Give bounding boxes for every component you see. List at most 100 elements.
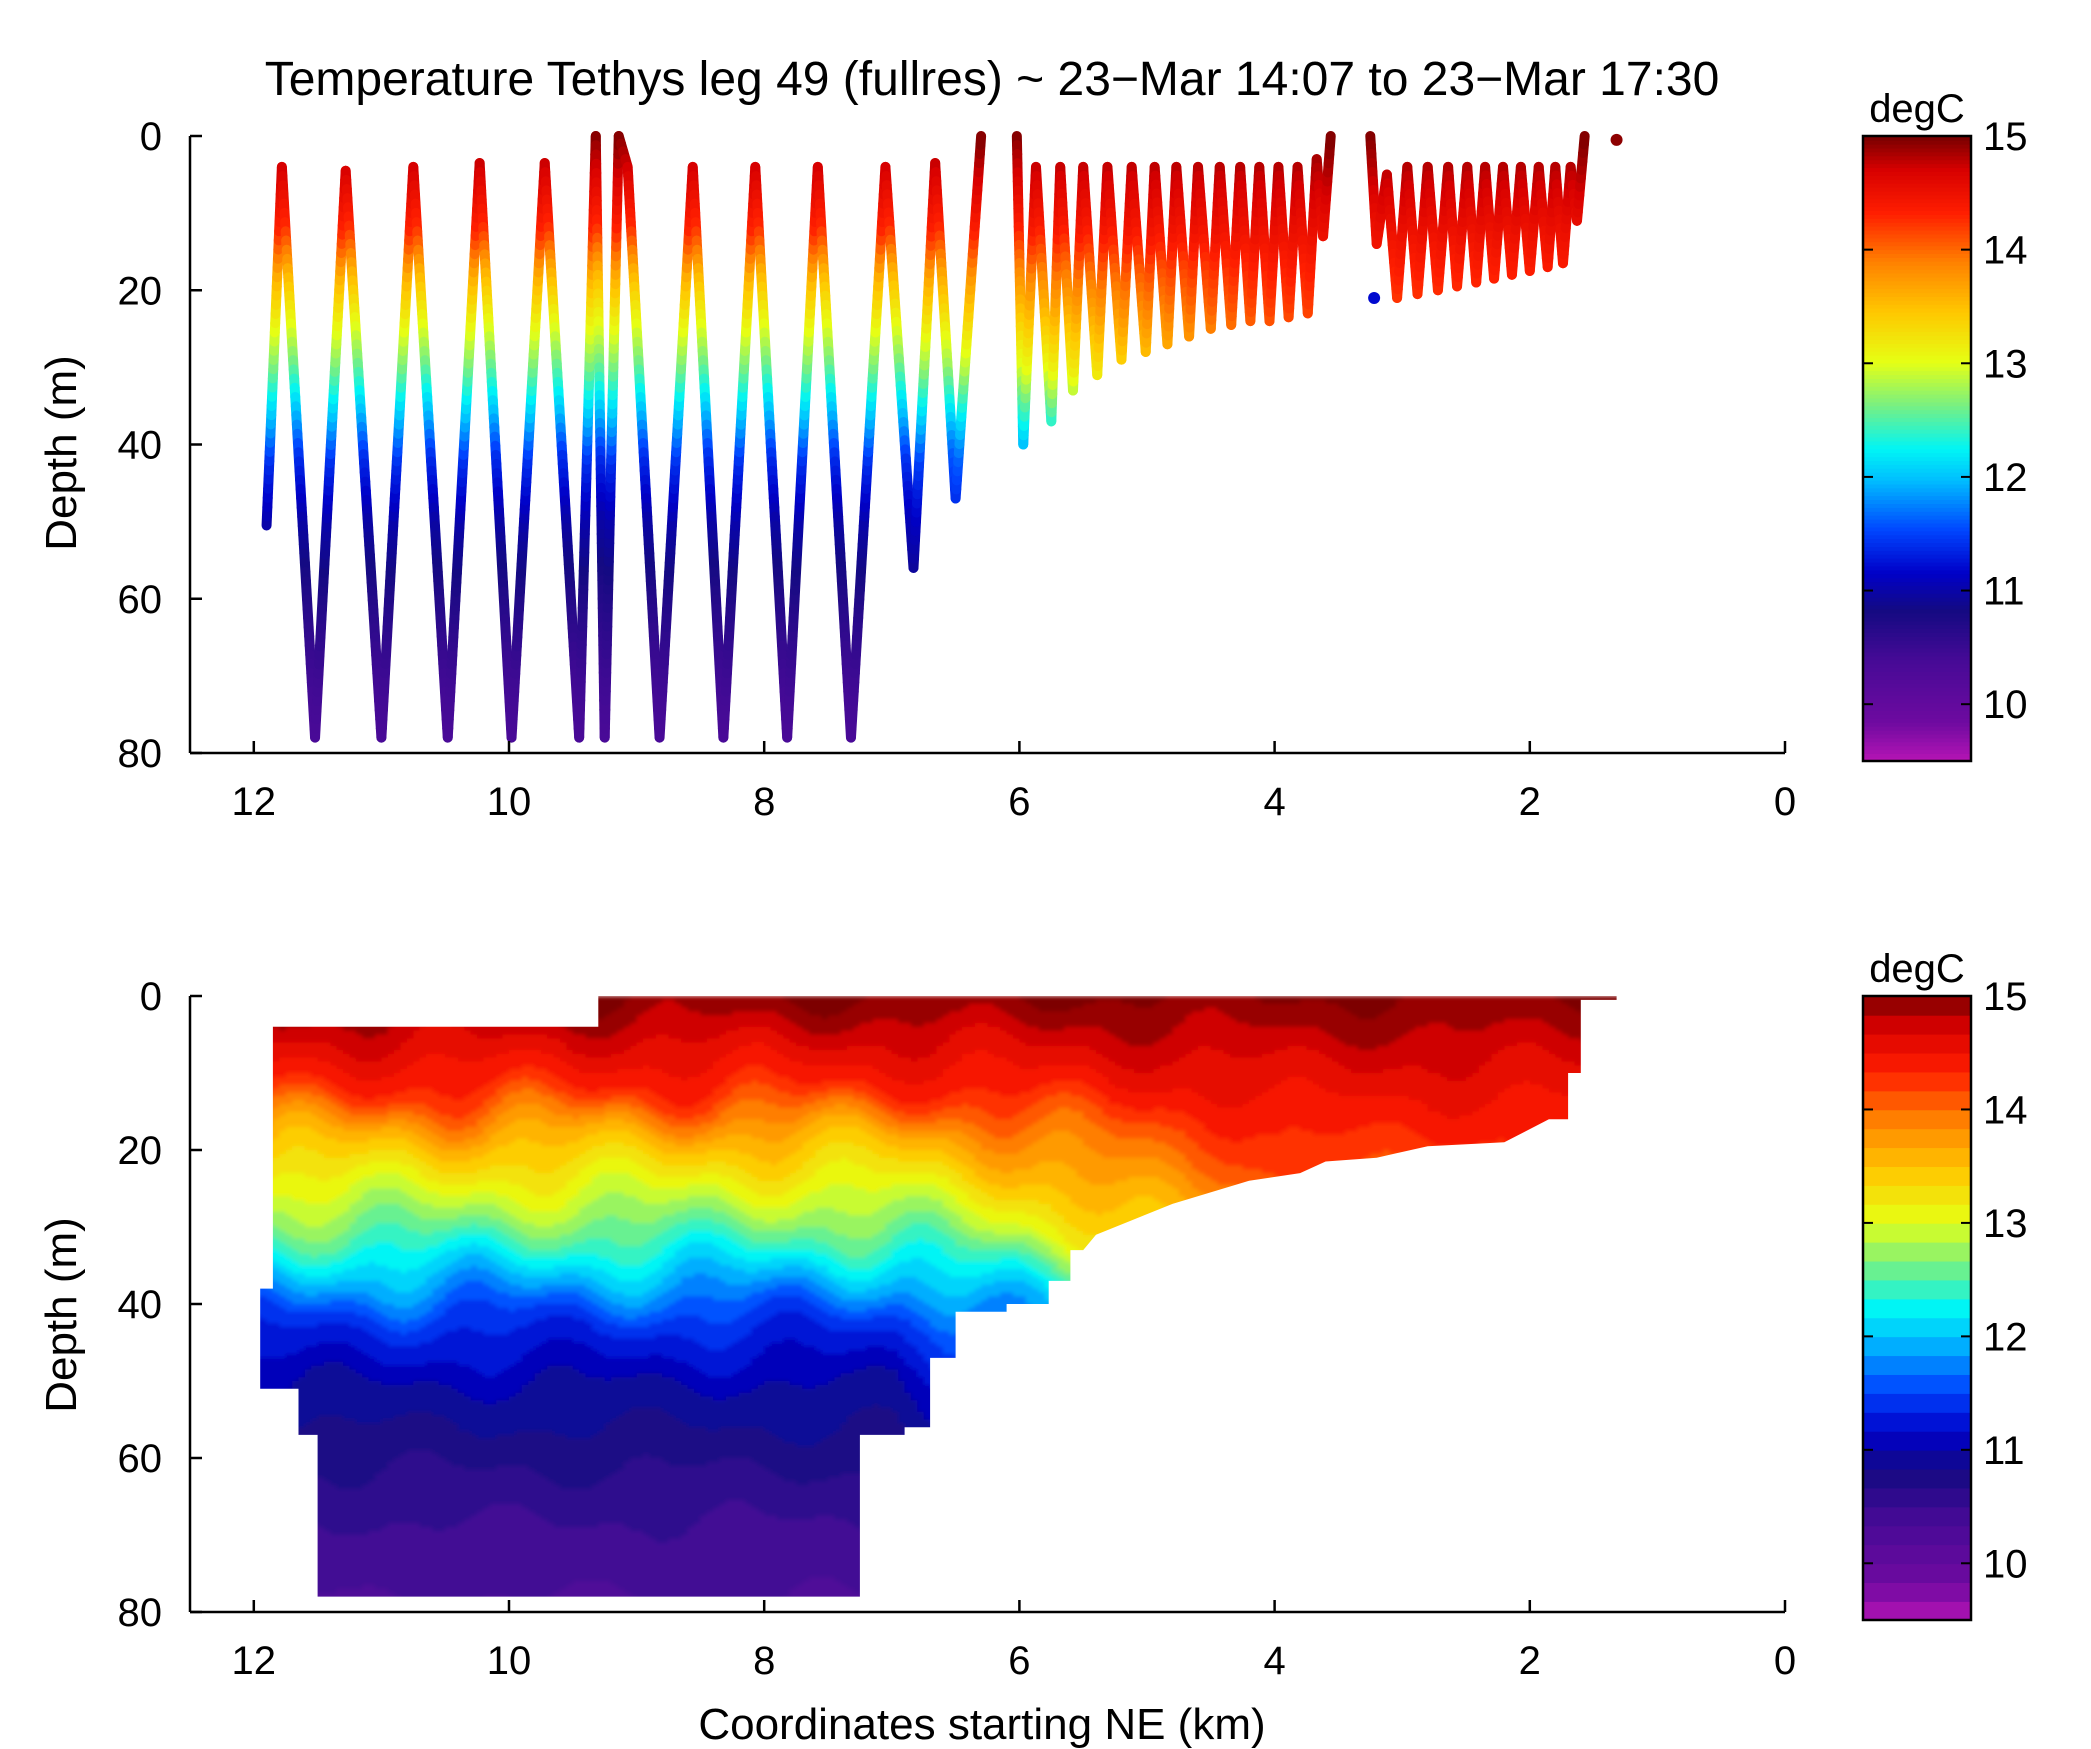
contour-cell — [337, 1604, 344, 1609]
contour-cell — [298, 1511, 306, 1517]
contour-cell — [323, 1307, 332, 1313]
contour-cell — [260, 1022, 261, 1028]
contour-cell — [330, 1327, 338, 1332]
contour-cell — [298, 1461, 306, 1467]
contour-cell — [317, 1415, 325, 1421]
contour-cell — [285, 1519, 293, 1525]
colorbar-swatch — [1863, 604, 1971, 610]
contour-cell — [272, 1585, 281, 1590]
contour-cell — [260, 1061, 268, 1067]
contour-cell — [330, 1511, 338, 1517]
contour-cell — [343, 1492, 351, 1498]
contour-cell — [311, 1026, 319, 1032]
contour-cell — [260, 1396, 261, 1402]
contour-cell — [343, 1123, 351, 1128]
colorbar-swatch — [1863, 237, 1971, 243]
contour-cell — [330, 1573, 338, 1579]
contour-cell — [292, 1438, 300, 1444]
contour-cell — [330, 1597, 337, 1602]
colorbar-swatch — [1863, 190, 1971, 196]
contour-cell — [266, 1238, 274, 1244]
colorbar-frame — [1861, 134, 1973, 763]
contour-cell — [260, 1400, 261, 1405]
contour-cell — [292, 1119, 300, 1124]
contour-cell — [260, 1581, 261, 1586]
contour-cell — [317, 1246, 325, 1251]
contour-cell — [298, 1250, 306, 1255]
contour-cell — [279, 1284, 287, 1290]
contour-cell — [279, 1038, 287, 1043]
contour-cell — [343, 1565, 351, 1571]
contour-cell — [260, 1581, 268, 1586]
contour-cell — [349, 1038, 357, 1043]
contour-cell — [330, 1535, 338, 1540]
colorbar-swatch — [1863, 487, 1971, 493]
contour-cell — [323, 1030, 332, 1036]
contour-cell — [260, 1292, 268, 1298]
colorbar-swatch — [1863, 354, 1971, 360]
contour-cell — [343, 1354, 351, 1359]
contour-cell — [304, 1350, 313, 1355]
colorbar-swatch — [1863, 757, 1971, 762]
contour-cell — [260, 1146, 261, 1151]
contour-cell — [330, 1461, 338, 1467]
contour-cell — [285, 1261, 293, 1267]
contour-cell — [298, 1438, 306, 1444]
contour-cell — [260, 1511, 261, 1517]
contour-cell — [266, 1423, 274, 1428]
contour-cell — [336, 1319, 344, 1325]
contour-cell — [343, 1558, 351, 1563]
contour-cell — [266, 1377, 274, 1382]
contour-cell — [298, 1392, 306, 1398]
contour-cell — [260, 1003, 261, 1009]
contour-cell — [323, 1388, 332, 1394]
contour-cell — [304, 1161, 313, 1167]
contour-cell — [330, 1442, 338, 1448]
contour-cell — [343, 1084, 351, 1090]
contour-cell — [292, 1211, 300, 1217]
contour-cell — [292, 1261, 300, 1267]
contour-cell — [349, 1046, 357, 1051]
contour-cell — [260, 1561, 268, 1567]
contour-cell — [260, 1488, 261, 1494]
contour-cell — [298, 1600, 305, 1605]
contour-cell — [272, 1250, 281, 1255]
contour-cell — [323, 1592, 332, 1597]
contour-cell — [279, 1019, 287, 1024]
contour-cell — [266, 1361, 274, 1367]
contour-cell — [292, 1600, 299, 1605]
contour-cell — [272, 1438, 281, 1444]
contour-cell — [304, 1038, 313, 1043]
contour-cell — [298, 1561, 306, 1567]
contour-cell — [260, 1180, 261, 1186]
colorbar-swatch — [1863, 139, 1971, 145]
contour-cell — [330, 1561, 338, 1567]
contour-cell — [311, 1188, 319, 1194]
contour-cell — [336, 1142, 344, 1147]
contour-cell — [330, 1350, 338, 1355]
contour-cell — [317, 1142, 325, 1147]
contour-cell — [343, 1458, 351, 1463]
contour-cell — [272, 1049, 281, 1055]
contour-cell — [304, 1419, 313, 1425]
colorbar-swatch — [1863, 741, 1971, 747]
contour-cell — [343, 1280, 351, 1286]
contour-cell — [330, 1088, 338, 1094]
contour-cell — [311, 1157, 319, 1163]
contour-cell — [304, 1373, 313, 1378]
contour-cell — [304, 1369, 313, 1375]
contour-cell — [323, 1188, 332, 1194]
contour-cell — [304, 1207, 313, 1213]
contour-cell — [272, 1535, 281, 1540]
contour-cell — [260, 1434, 268, 1440]
contour-cell — [323, 1300, 332, 1305]
contour-cell — [298, 1157, 306, 1163]
contour-cell — [304, 1200, 313, 1205]
contour-cell — [298, 1531, 306, 1536]
contour-cell — [343, 1569, 351, 1575]
contour-cell — [298, 1146, 306, 1151]
contour-cell — [298, 1099, 306, 1105]
contour-cell — [298, 1153, 306, 1159]
contour-cell — [311, 1504, 319, 1509]
contour-cell — [343, 1311, 351, 1317]
